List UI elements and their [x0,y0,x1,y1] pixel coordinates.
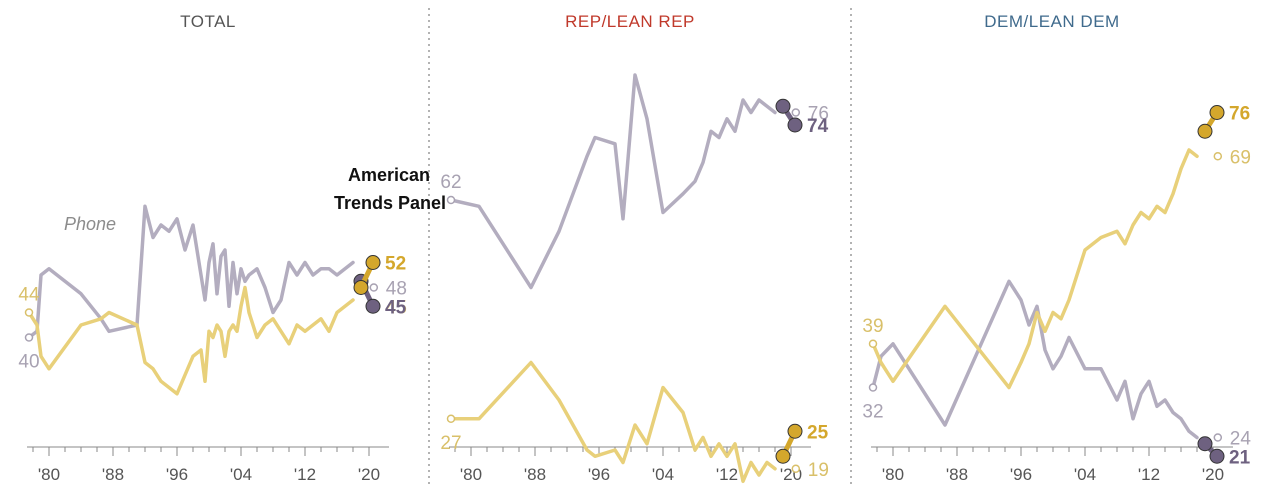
online-end-marker [791,464,801,473]
phone-start-label: 40 [18,352,39,373]
panel-title: DEM/LEAN DEM [984,12,1119,31]
atp-dark-point [775,98,791,114]
atp-dark-point [1209,448,1225,464]
atp-annotation-line2: Trends Panel [334,193,446,213]
atp-dark-point [365,298,381,314]
atp-gold-point [365,255,381,270]
online-start-label: 44 [18,285,40,306]
panel-dividers [428,8,852,487]
x-tick-label: '88 [524,465,546,484]
phone-start-label: 62 [440,172,461,193]
online-start-marker [24,308,34,317]
x-tick-label: '96 [1010,465,1032,484]
online-end-label: 69 [1230,147,1251,168]
x-tick-label: '80 [38,465,60,484]
online-end-marker [1213,152,1223,161]
online-start-marker [868,339,878,348]
x-tick-label: '04 [652,465,674,484]
x-tick-label: '12 [294,465,316,484]
panel-title: TOTAL [180,12,236,31]
phone-start-label: 32 [862,402,883,423]
chart-panels: TOTAL'80'88'96'04'12'20404844454552REP/L… [18,12,1251,484]
atp-gold-point [1197,123,1213,139]
x-tick-label: '04 [1074,465,1096,484]
online-start-label: 39 [862,316,883,337]
x-tick-label: '88 [102,465,124,484]
phone-series-line [871,279,1199,440]
phone-start-marker [868,383,878,392]
online-start-label: 27 [440,433,461,454]
online-series-line [449,360,777,484]
x-tick-label: '20 [1202,465,1224,484]
atp-dark-point [787,117,803,133]
atp-dark-label: 74 [807,116,829,137]
online-end-label: 19 [808,460,829,481]
annotations: Phone American Trends Panel [64,165,446,234]
phone-end-marker [791,108,801,117]
atp-dark-label: 21 [1229,447,1251,468]
phone-end-label: 24 [1230,429,1252,450]
x-tick-label: '12 [1138,465,1160,484]
x-tick-label: '80 [882,465,904,484]
x-tick-label: '20 [358,465,380,484]
phone-start-marker [446,195,456,205]
atp-gold-point [353,280,369,295]
panel-1: REP/LEAN REP'80'88'96'04'12'206276271974… [440,12,829,484]
atp-gold-label: 25 [807,422,829,443]
atp-annotation-line1: American [348,165,430,185]
atp-gold-label: 76 [1229,104,1250,125]
online-start-marker [446,414,456,423]
x-tick-label: '12 [716,465,738,484]
x-tick-label: '96 [588,465,610,484]
online-series-line [871,148,1199,390]
online-series-line [27,285,355,396]
phone-end-label: 48 [386,279,407,300]
phone-end-marker [1213,433,1223,442]
atp-dark-label: 45 [385,297,407,318]
x-tick-label: '04 [230,465,252,484]
atp-gold-point [1209,105,1225,120]
panel-2: DEM/LEAN DEM '80 '88 '96 '04 '12 '20 32 24 39 69 21… [862,12,1251,484]
phone-end-marker [369,283,379,292]
atp-gold-point [775,448,791,464]
phone-start-marker [24,333,34,342]
online-end-label: 45 [386,297,407,318]
atp-dark-point [1197,436,1213,452]
atp-gold-label: 52 [385,254,406,275]
x-tick-label: '80 [460,465,482,484]
x-tick-label: '88 [946,465,968,484]
panel-title: REP/LEAN REP [565,12,695,31]
phone-annotation: Phone [64,214,116,234]
x-tick-label: '96 [166,465,188,484]
atp-gold-point [787,423,803,439]
phone-series-line [449,73,777,290]
phone-series-line [27,204,355,340]
phone-end-label: 76 [808,104,829,125]
